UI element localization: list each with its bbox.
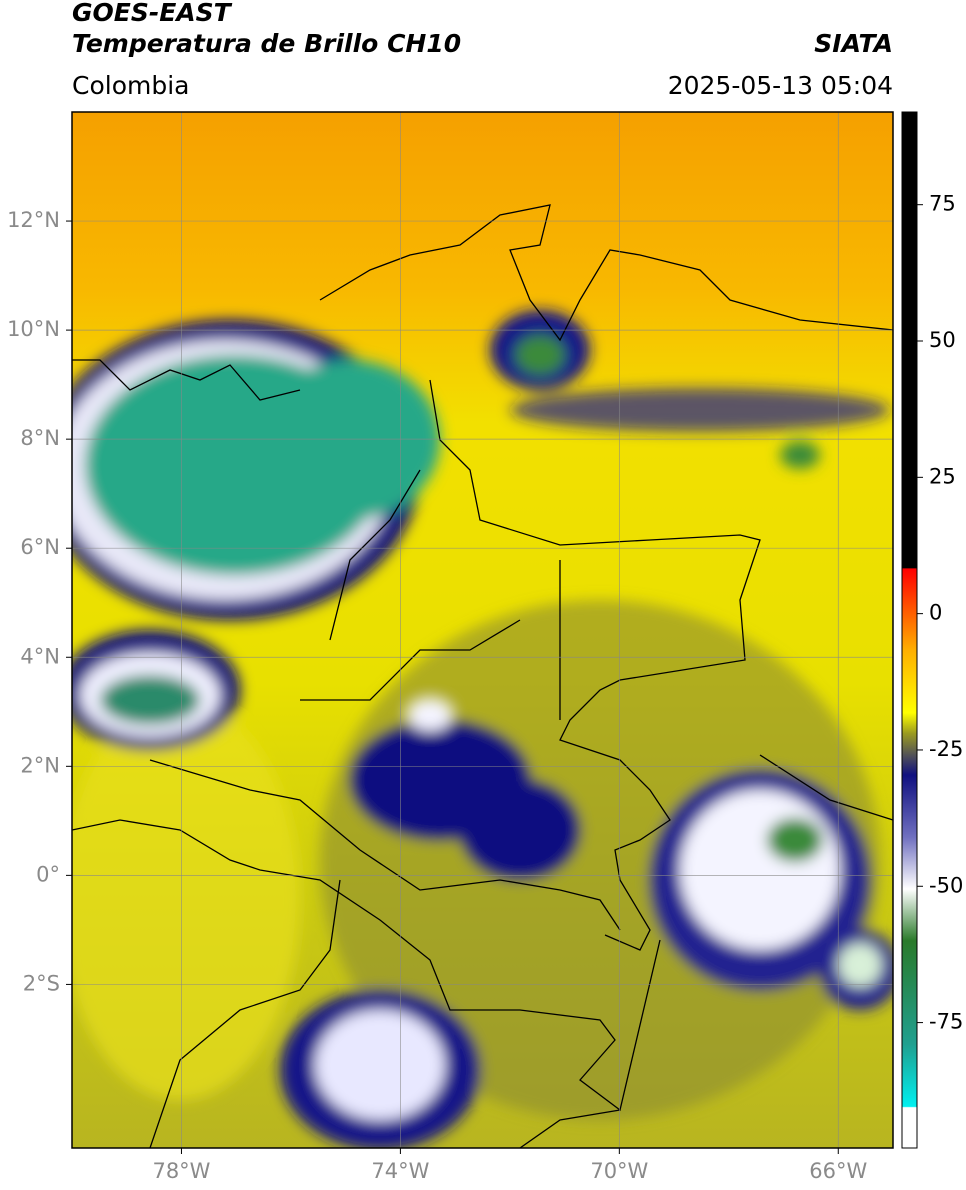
lat-tick-label: 8°N: [20, 426, 60, 450]
lon-tick-label: 66°W: [809, 1159, 867, 1183]
lat-tick-label: 10°N: [7, 317, 60, 341]
lat-tick-label: 6°N: [20, 535, 60, 559]
colorbar: [901, 111, 918, 1149]
region: Colombia: [72, 71, 189, 100]
source: SIATA: [814, 29, 893, 58]
colorbar-tick-label: 50: [929, 328, 956, 352]
lat-tick-label: 4°N: [20, 644, 60, 668]
colorbar-tick-label: -50: [929, 873, 963, 897]
product: Temperatura de Brillo CH10: [72, 29, 461, 58]
lat-tick-label: 0°: [36, 862, 60, 886]
map-frame: [71, 111, 894, 1149]
colorbar-tick-label: 0: [929, 601, 942, 625]
lon-tick-label: 70°W: [590, 1159, 648, 1183]
lat-tick-label: 2°N: [20, 753, 60, 777]
lon-tick-label: 78°W: [152, 1159, 210, 1183]
graticule: [72, 112, 893, 1148]
lat-tick-label: 2°S: [23, 971, 60, 995]
lat-tick-label: 12°N: [7, 208, 60, 232]
colorbar-tick-label: 25: [929, 464, 956, 488]
colorbar-tick-label: -25: [929, 737, 963, 761]
colorbar-tick-label: 75: [929, 192, 956, 216]
lon-tick-label: 74°W: [371, 1159, 429, 1183]
colorbar-tick-label: -75: [929, 1010, 963, 1034]
imagery: [72, 112, 893, 1148]
datetime: 2025-05-13 05:04: [668, 71, 893, 100]
satellite: GOES-EAST: [72, 0, 233, 27]
